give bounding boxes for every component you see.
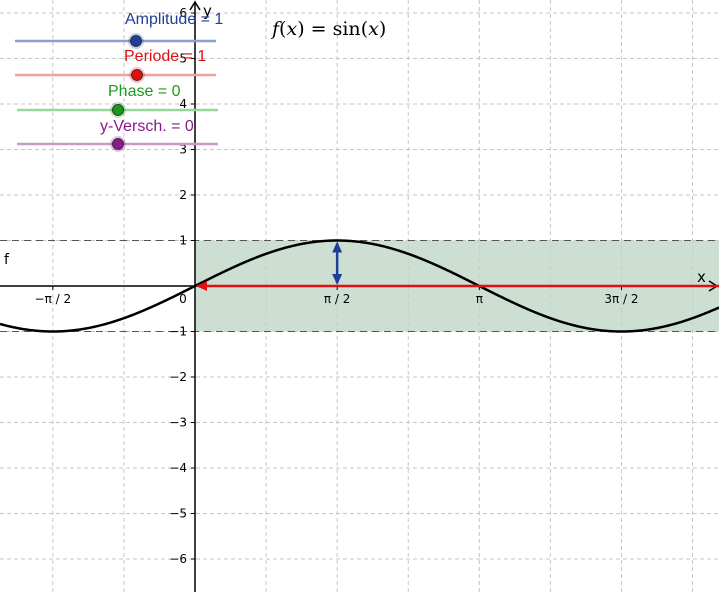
x-tick-label: 3π / 2 — [604, 292, 638, 306]
slider-knob-yversch[interactable] — [112, 138, 124, 150]
x-tick-label: 0 — [179, 292, 187, 306]
slider-label-phase: Phase = 0 — [108, 83, 181, 100]
y-tick-label: 2 — [179, 188, 187, 202]
y-tick-label: 3 — [179, 143, 187, 157]
y-tick-label: −5 — [169, 507, 187, 521]
y-axis-label: y — [203, 2, 212, 20]
slider-label-amplitude: Amplitude = 1 — [125, 11, 224, 28]
period-arrowhead-left — [196, 281, 207, 291]
slider-label-yversch: y-Versch. = 0 — [100, 118, 194, 135]
slider-knob-periode[interactable] — [131, 69, 143, 81]
formula-rhs-var: x — [368, 18, 379, 40]
y-axis-arrowhead — [189, 0, 201, 11]
y-tick-label: −3 — [169, 416, 187, 430]
y-tick-label: −1 — [169, 325, 187, 339]
function-formula[interactable]: f(x) = sin(x) — [272, 18, 387, 40]
slider-knob-amplitude[interactable] — [130, 35, 142, 47]
y-tick-label: 4 — [179, 97, 187, 111]
amplitude-period-arrows — [196, 241, 719, 291]
y-tick-label: 1 — [179, 234, 187, 248]
amplitude-arrowhead-bottom — [332, 274, 343, 285]
formula-fn-name: f — [272, 18, 280, 40]
sine-curve[interactable] — [0, 239, 719, 333]
y-tick-label: −2 — [169, 370, 187, 384]
y-tick-label: 6 — [179, 6, 187, 20]
formula-var: x — [286, 18, 298, 40]
x-tick-label: −π / 2 — [35, 292, 72, 306]
x-axis-label: x — [697, 268, 706, 286]
x-tick-label: π — [476, 292, 483, 306]
slider-label-periode: Periode = 1 — [124, 48, 207, 65]
y-tick-label: −6 — [169, 552, 187, 566]
function-label[interactable]: f — [4, 252, 10, 268]
slider-knob-phase[interactable] — [112, 104, 124, 116]
x-tick-label: π / 2 — [324, 292, 351, 306]
formula-rhs-fn: sin — [332, 18, 361, 40]
sliders[interactable] — [15, 33, 218, 152]
y-tick-label: −4 — [169, 461, 187, 475]
amplitude-arrowhead-top — [332, 241, 343, 253]
y-tick-label: 5 — [179, 52, 187, 66]
